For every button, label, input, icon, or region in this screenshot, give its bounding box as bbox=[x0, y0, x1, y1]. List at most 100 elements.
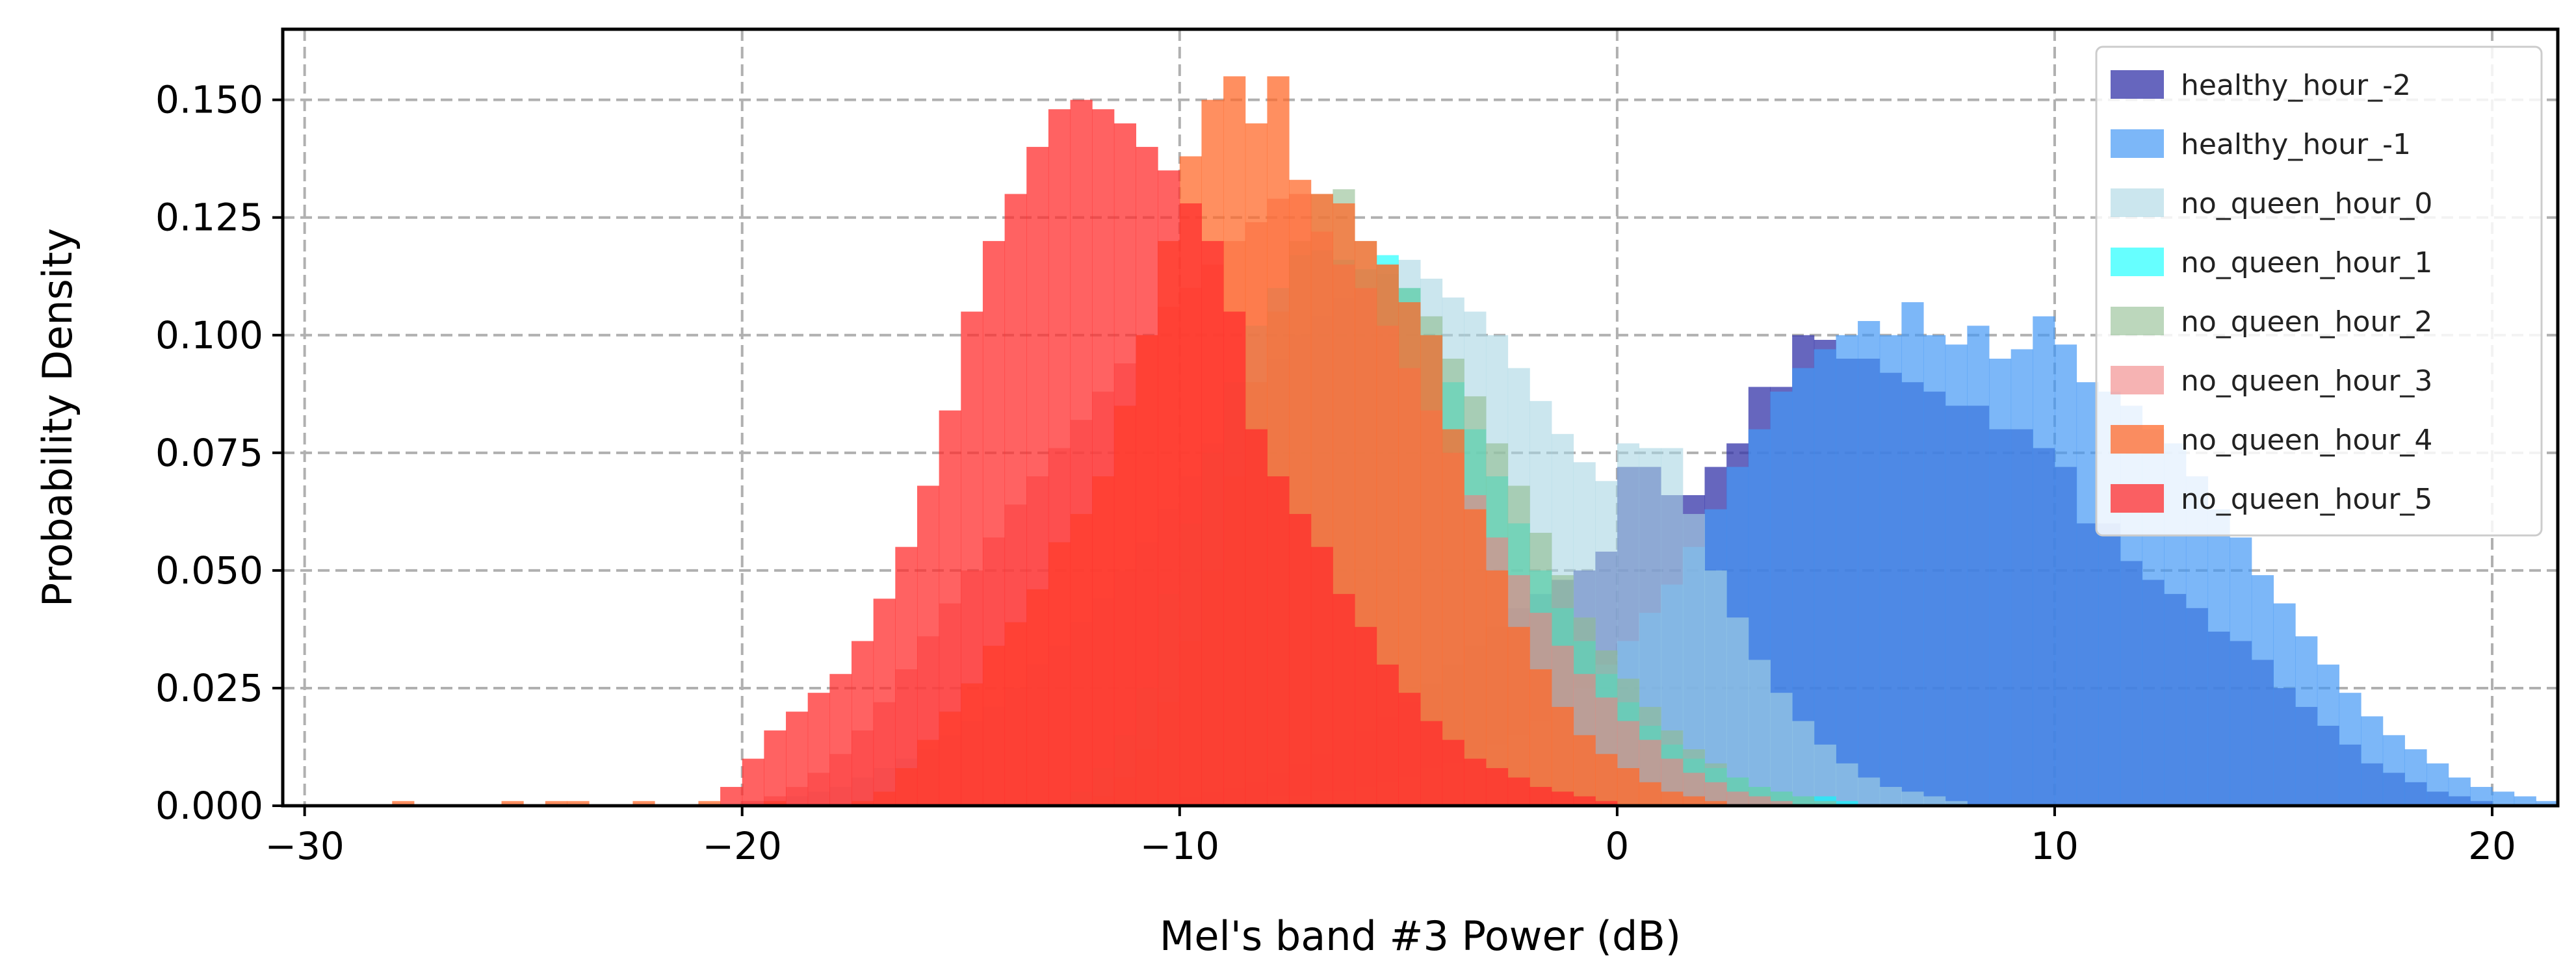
bar-no_queen_hour_0-45 bbox=[1726, 617, 1749, 806]
legend-label-7: no_queen_hour_5 bbox=[2181, 483, 2432, 516]
y-tick-label-2: 0.050 bbox=[155, 548, 263, 593]
bar-no_queen_hour_4-52 bbox=[1529, 669, 1552, 806]
bar-healthy_hour_-1-30 bbox=[1879, 335, 1902, 806]
bar-no_queen_hour_5-22 bbox=[1201, 240, 1224, 806]
bar-no_queen_hour_0-46 bbox=[1748, 660, 1771, 806]
bar-healthy_hour_-1-34 bbox=[1967, 326, 1990, 806]
bar-no_queen_hour_4-57 bbox=[1639, 782, 1661, 806]
bar-no_queen_hour_5-20 bbox=[1158, 170, 1180, 806]
bar-no_queen_hour_1-35 bbox=[1836, 801, 1858, 806]
legend-box bbox=[2095, 45, 2543, 537]
bar-healthy_hour_-1-48 bbox=[2273, 603, 2296, 806]
bar-no_queen_hour_5-7 bbox=[873, 598, 896, 806]
bar-no_queen_hour_5-31 bbox=[1398, 693, 1421, 806]
bar-no_queen_hour_5-1 bbox=[742, 758, 764, 806]
bar-healthy_hour_-1-55 bbox=[2426, 763, 2449, 806]
bar-healthy_hour_-1-39 bbox=[2076, 382, 2099, 806]
x-tick-label-4: 10 bbox=[2031, 824, 2079, 868]
bar-no_queen_hour_4-60 bbox=[1704, 801, 1727, 806]
bar-healthy_hour_-1-53 bbox=[2382, 735, 2405, 806]
bar-no_queen_hour_5-34 bbox=[1464, 758, 1487, 806]
bar-healthy_hour_-1-60 bbox=[2536, 801, 2558, 806]
legend-label-2: no_queen_hour_0 bbox=[2181, 187, 2432, 220]
histogram-bars bbox=[392, 76, 2558, 806]
bar-no_queen_hour_5-24 bbox=[1245, 429, 1268, 806]
bar-no_queen_hour_0-54 bbox=[1923, 796, 1946, 806]
bar-no_queen_hour_5-33 bbox=[1442, 739, 1464, 806]
legend-swatch-3 bbox=[2111, 248, 2164, 276]
legend-swatch-0 bbox=[2111, 70, 2164, 99]
bar-healthy_hour_-1-33 bbox=[1945, 344, 1968, 806]
bar-no_queen_hour_5-25 bbox=[1267, 476, 1290, 806]
bar-no_queen_hour_5-8 bbox=[895, 546, 918, 806]
bar-no_queen_hour_5-26 bbox=[1289, 513, 1312, 806]
bar-healthy_hour_-1-51 bbox=[2339, 693, 2361, 806]
legend-swatch-5 bbox=[2111, 366, 2164, 394]
x-tick-label-3: 0 bbox=[1605, 824, 1629, 868]
x-tick-label-2: −10 bbox=[1140, 824, 1219, 868]
bar-healthy_hour_-1-28 bbox=[1836, 335, 1858, 806]
bar-no_queen_hour_5-27 bbox=[1310, 546, 1333, 806]
bar-no_queen_hour_5-40 bbox=[1595, 801, 1618, 806]
x-axis-label: Mel's band #3 Power (dB) bbox=[1160, 912, 1681, 960]
y-tick-label-5: 0.125 bbox=[155, 196, 263, 240]
bar-healthy_hour_-1-45 bbox=[2207, 509, 2230, 806]
bar-healthy_hour_-1-58 bbox=[2492, 791, 2515, 806]
y-tick-label-6: 0.150 bbox=[155, 78, 263, 122]
legend-swatch-6 bbox=[2111, 425, 2164, 454]
bar-healthy_hour_-1-32 bbox=[1923, 335, 1946, 806]
bar-no_queen_hour_5-12 bbox=[982, 240, 1006, 806]
bar-no_queen_hour_4-58 bbox=[1661, 791, 1684, 806]
bar-no_queen_hour_4-55 bbox=[1595, 754, 1618, 806]
legend-label-5: no_queen_hour_3 bbox=[2181, 365, 2432, 398]
legend-label-3: no_queen_hour_1 bbox=[2181, 246, 2432, 279]
bar-no_queen_hour_5-11 bbox=[961, 311, 983, 806]
bar-no_queen_hour_4-5 bbox=[501, 801, 524, 806]
bar-no_queen_hour_2-33 bbox=[1814, 801, 1836, 806]
bar-no_queen_hour_4-14 bbox=[698, 801, 721, 806]
bar-no_queen_hour_4-8 bbox=[567, 801, 590, 806]
bar-no_queen_hour_3-46 bbox=[1748, 796, 1771, 806]
bar-no_queen_hour_4-53 bbox=[1551, 706, 1574, 806]
bar-healthy_hour_-1-38 bbox=[2054, 344, 2077, 806]
bar-no_queen_hour_5-6 bbox=[852, 641, 874, 806]
bar-no_queen_hour_4-59 bbox=[1682, 796, 1705, 806]
bar-healthy_hour_-1-29 bbox=[1858, 321, 1880, 806]
bar-no_queen_hour_5-10 bbox=[939, 410, 961, 806]
bar-no_queen_hour_5-16 bbox=[1070, 99, 1093, 806]
bar-no_queen_hour_5-36 bbox=[1507, 777, 1530, 806]
bar-no_queen_hour_5-9 bbox=[917, 485, 940, 806]
plot-frame bbox=[281, 27, 2560, 808]
series-no_queen_hour_5 bbox=[720, 99, 1618, 806]
y-axis-ticks: 0.000 0.025 0.050 0.075 0.100 0.125 0.150 bbox=[155, 78, 283, 828]
bar-no_queen_hour_0-50 bbox=[1836, 763, 1858, 806]
bar-no_queen_hour_4-11 bbox=[632, 801, 655, 806]
bar-no_queen_hour_5-39 bbox=[1573, 796, 1596, 806]
legend-swatch-1 bbox=[2111, 129, 2164, 158]
x-tick-label-0: −30 bbox=[265, 824, 344, 868]
legend-label-6: no_queen_hour_4 bbox=[2181, 424, 2432, 457]
y-tick-label-1: 0.025 bbox=[155, 666, 263, 710]
bar-healthy_hour_-1-36 bbox=[2010, 349, 2033, 806]
bar-no_queen_hour_5-30 bbox=[1376, 664, 1399, 806]
x-axis-ticks: −30 −20 −10 0 10 20 bbox=[265, 806, 2516, 868]
bar-no_queen_hour_0-48 bbox=[1792, 721, 1815, 806]
legend-swatch-4 bbox=[2111, 307, 2164, 335]
bar-no_queen_hour_5-14 bbox=[1026, 147, 1049, 806]
bar-healthy_hour_-1-35 bbox=[1989, 358, 2012, 806]
bar-healthy_hour_-1-27 bbox=[1814, 349, 1836, 806]
bar-healthy_hour_-1-31 bbox=[1901, 302, 1924, 806]
bar-no_queen_hour_0-49 bbox=[1814, 744, 1836, 806]
bar-no_queen_hour_4-51 bbox=[1507, 626, 1530, 806]
bar-no_queen_hour_4-49 bbox=[1464, 509, 1487, 806]
y-tick-label-3: 0.075 bbox=[155, 431, 263, 475]
bar-no_queen_hour_5-17 bbox=[1092, 109, 1115, 806]
bar-no_queen_hour_5-2 bbox=[764, 730, 787, 806]
bar-no_queen_hour_0-51 bbox=[1858, 777, 1880, 806]
bar-no_queen_hour_5-35 bbox=[1485, 768, 1509, 806]
bar-no_queen_hour_5-28 bbox=[1333, 594, 1355, 806]
bar-healthy_hour_-1-47 bbox=[2251, 575, 2274, 806]
bar-no_queen_hour_4-54 bbox=[1573, 735, 1596, 806]
bar-no_queen_hour_5-23 bbox=[1223, 311, 1246, 806]
